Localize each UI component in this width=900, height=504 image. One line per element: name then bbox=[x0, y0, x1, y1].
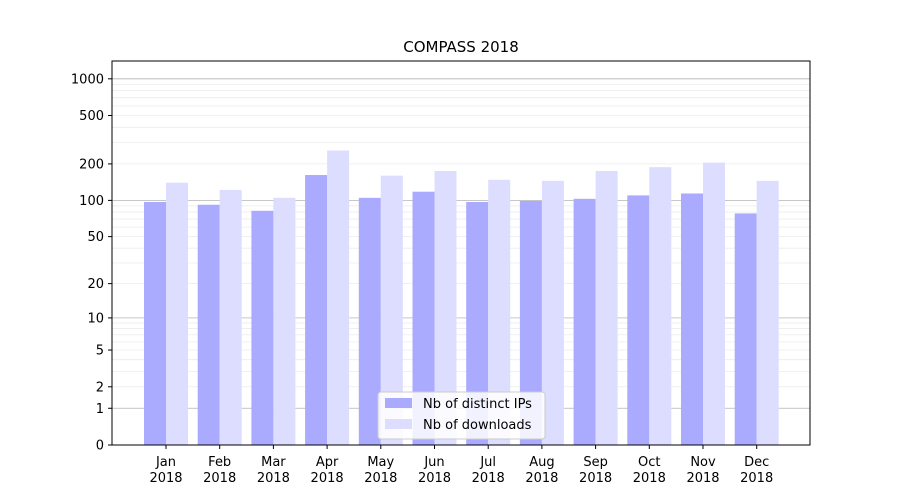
x-tick-label: Oct bbox=[638, 455, 660, 470]
x-tick-label: Dec bbox=[744, 455, 769, 470]
legend-label: Nb of distinct IPs bbox=[423, 397, 532, 412]
bar bbox=[166, 182, 188, 445]
x-tick-label: May bbox=[367, 455, 394, 470]
x-tick-label: 2018 bbox=[525, 471, 558, 486]
y-tick-label: 0 bbox=[96, 439, 104, 454]
x-tick-label: 2018 bbox=[740, 471, 773, 486]
legend: Nb of distinct IPs Nb of downloads bbox=[377, 391, 546, 440]
legend-label: Nb of downloads bbox=[423, 418, 532, 433]
y-tick-label: 500 bbox=[79, 109, 104, 124]
y-tick-label: 100 bbox=[79, 194, 104, 209]
y-tick-label: 5 bbox=[96, 344, 104, 359]
x-axis: Jan2018Feb2018Mar2018Apr2018May2018Jun20… bbox=[149, 445, 773, 486]
x-tick-label: Mar bbox=[261, 455, 286, 470]
y-tick-label: 1000 bbox=[71, 72, 104, 87]
legend-box bbox=[377, 391, 546, 440]
bar bbox=[756, 180, 779, 446]
bar bbox=[197, 204, 220, 445]
bar bbox=[519, 200, 542, 445]
x-tick-label: 2018 bbox=[149, 471, 182, 486]
x-tick-label: Nov bbox=[690, 455, 716, 470]
y-tick-label: 200 bbox=[79, 157, 104, 172]
bar bbox=[219, 189, 242, 445]
plot-frame bbox=[111, 60, 811, 446]
x-tick-label: Jun bbox=[423, 455, 444, 470]
x-tick-label: 2018 bbox=[257, 471, 290, 486]
y-tick-label: 20 bbox=[87, 277, 104, 292]
bar bbox=[412, 191, 435, 445]
x-tick-label: Jan bbox=[155, 455, 176, 470]
bar bbox=[681, 193, 703, 445]
bar bbox=[327, 150, 350, 445]
x-tick-label: Apr bbox=[316, 455, 339, 470]
bar bbox=[358, 197, 381, 445]
chart-title: COMPASS 2018 bbox=[403, 38, 519, 56]
x-tick-label: 2018 bbox=[579, 471, 612, 486]
bar bbox=[627, 195, 650, 445]
x-tick-label: 2018 bbox=[311, 471, 344, 486]
bar bbox=[595, 170, 618, 446]
x-tick-label: Feb bbox=[208, 455, 231, 470]
legend-swatch bbox=[385, 398, 412, 408]
x-tick-label: Jul bbox=[479, 455, 496, 470]
bar bbox=[144, 201, 166, 445]
bar bbox=[434, 170, 457, 446]
bar bbox=[573, 198, 596, 445]
bar bbox=[541, 180, 564, 446]
bar bbox=[703, 162, 725, 445]
legend-swatch bbox=[385, 419, 412, 429]
bar bbox=[251, 210, 274, 445]
x-tick-label: 2018 bbox=[472, 471, 505, 486]
bar bbox=[305, 175, 328, 446]
bar bbox=[734, 213, 757, 445]
bar bbox=[488, 179, 511, 445]
x-tick-label: 2018 bbox=[418, 471, 451, 486]
bar bbox=[466, 201, 489, 445]
y-tick-label: 1 bbox=[96, 402, 104, 417]
x-tick-label: Sep bbox=[583, 455, 608, 470]
bar bbox=[380, 175, 403, 445]
bars bbox=[144, 150, 779, 446]
y-axis: 0 1 2 5 10 20 50 100 200 500 1000 bbox=[71, 72, 112, 454]
x-tick-label: Aug bbox=[529, 455, 554, 470]
x-tick-label: 2018 bbox=[686, 471, 719, 486]
x-tick-label: 2018 bbox=[633, 471, 666, 486]
x-tick-label: 2018 bbox=[364, 471, 397, 486]
y-tick-label: 2 bbox=[96, 380, 104, 395]
y-tick-label: 50 bbox=[87, 230, 104, 245]
bar bbox=[273, 197, 296, 445]
y-tick-label: 10 bbox=[87, 311, 104, 326]
bar bbox=[649, 167, 672, 445]
x-tick-label: 2018 bbox=[203, 471, 236, 486]
